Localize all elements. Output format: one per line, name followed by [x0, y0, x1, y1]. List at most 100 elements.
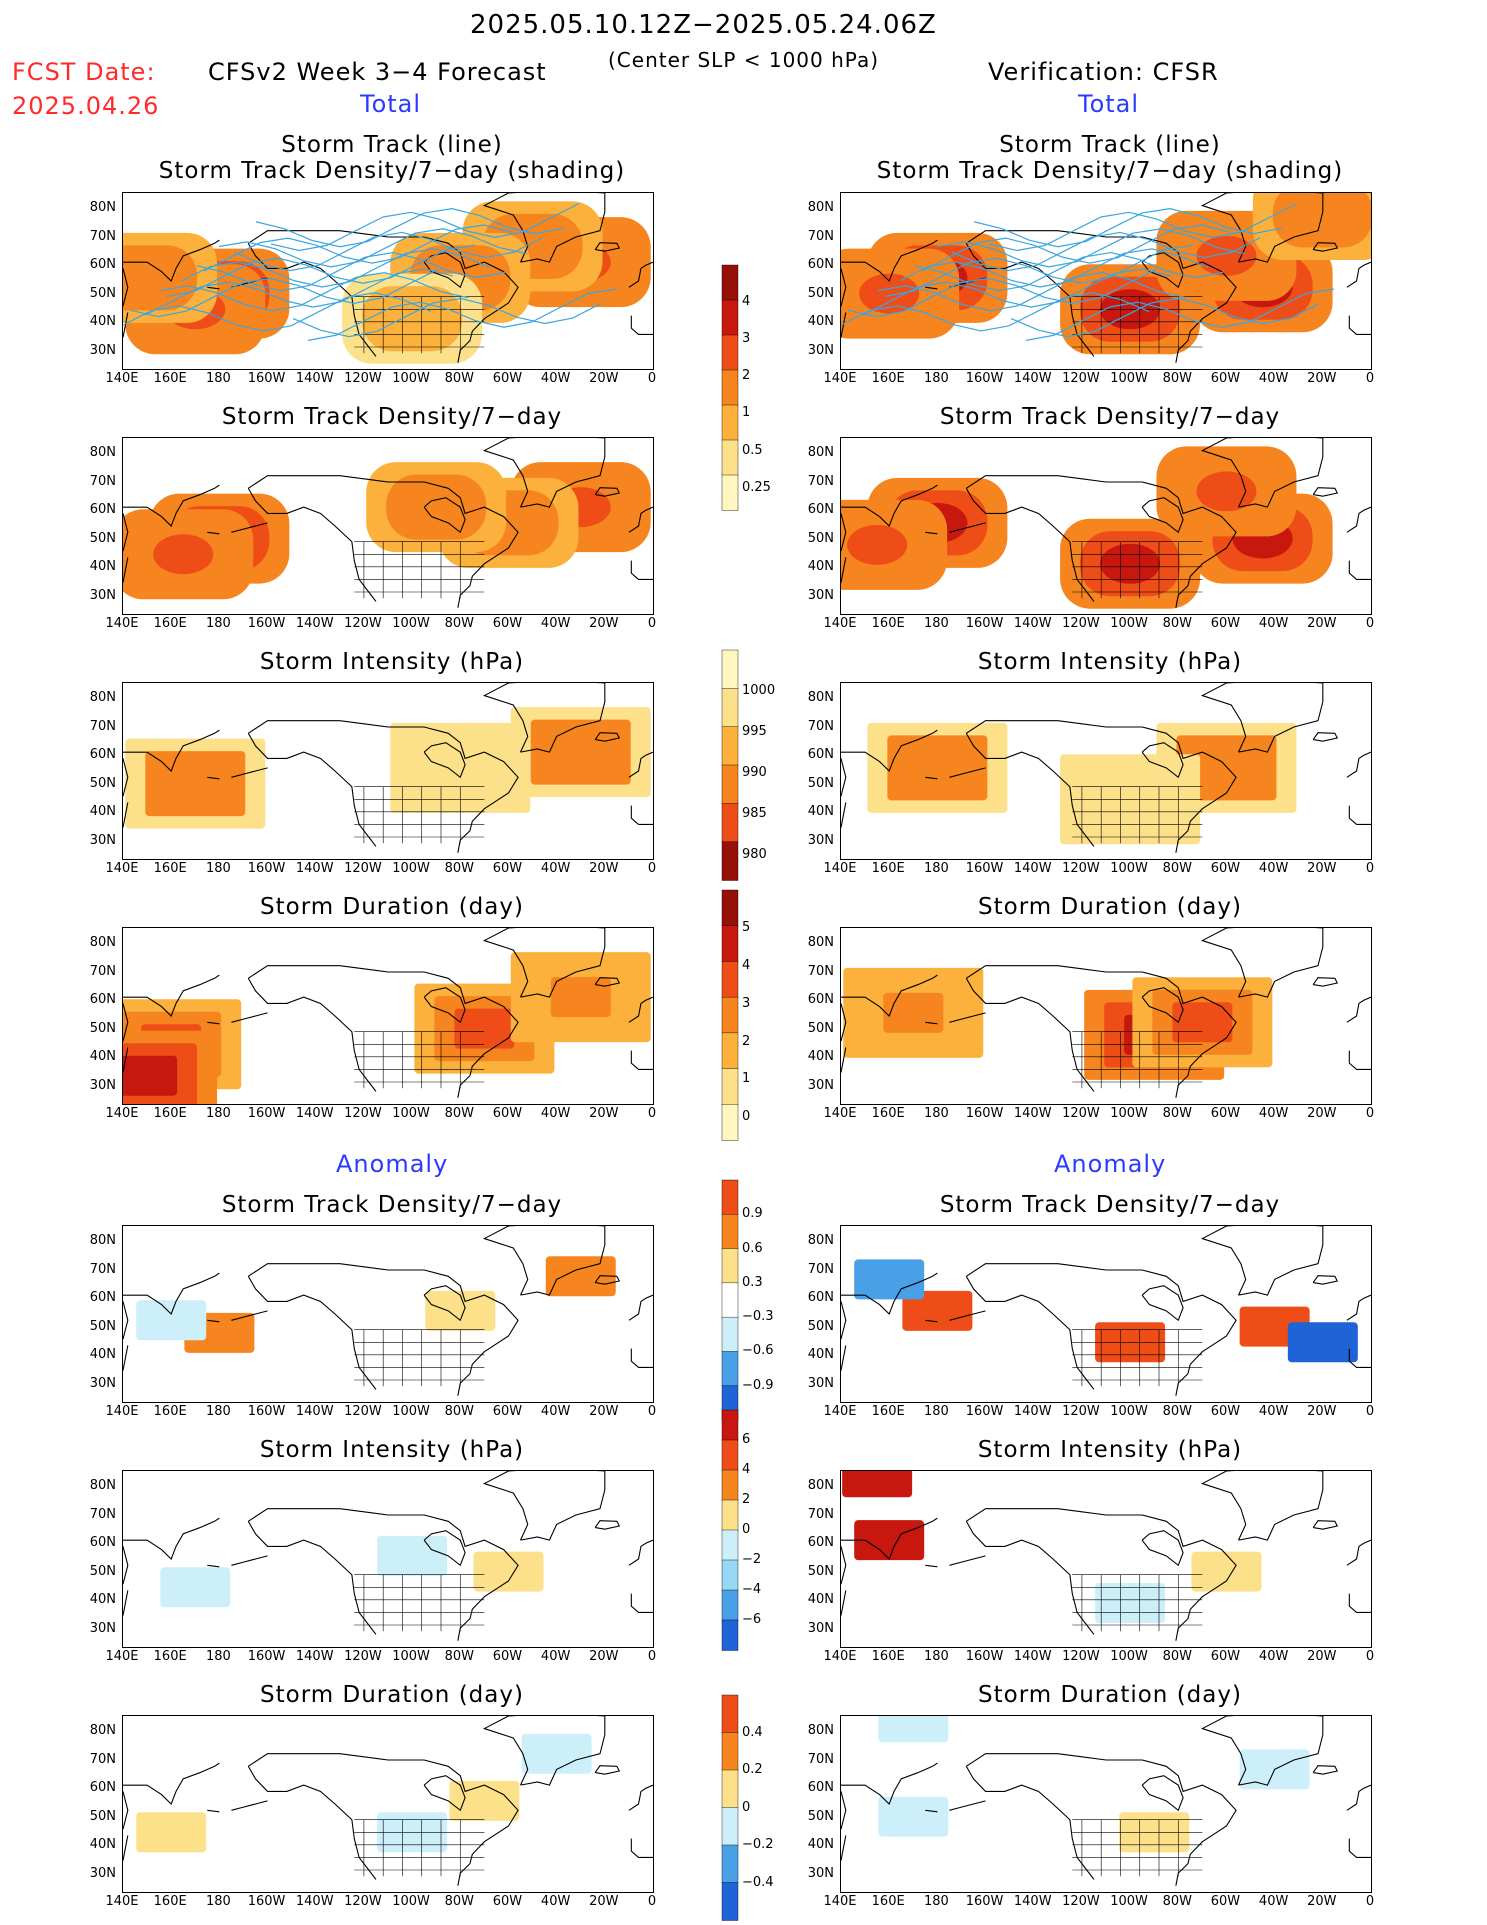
coastline	[965, 1276, 1095, 1390]
coastline	[841, 802, 847, 828]
colorbar-label: 995	[742, 724, 767, 740]
lon-tick-label: 60W	[1210, 861, 1241, 876]
coastline	[841, 268, 847, 307]
data-cell	[473, 1551, 544, 1592]
map-panel-5-left	[122, 1470, 654, 1648]
lon-tick-label: 100W	[1110, 1649, 1148, 1664]
coastline	[247, 1276, 377, 1390]
lon-tick-label: 0	[1365, 616, 1375, 631]
colorbar-swatch	[721, 1439, 739, 1471]
colorbar-label: −0.2	[742, 1837, 774, 1852]
lat-tick-label: 80N	[807, 445, 834, 460]
coastline	[247, 965, 519, 1098]
coastline	[925, 1021, 938, 1025]
colorbar-label: 980	[742, 847, 767, 863]
coastline	[965, 1263, 1237, 1396]
storm-track-line	[129, 268, 439, 318]
title-track-shading-left: Storm Track Density/7−day (shading)	[158, 158, 626, 184]
storm-track-line	[292, 297, 602, 338]
coastline	[1348, 1050, 1371, 1070]
coastline	[1312, 242, 1339, 252]
lon-tick-label: 120W	[1062, 1106, 1100, 1121]
lon-tick-label: 20W	[589, 371, 619, 386]
lon-tick-label: 180	[205, 1106, 231, 1121]
lat-tick-label: 60N	[807, 747, 834, 762]
lon-tick-label: 100W	[392, 1404, 430, 1419]
colorbar-label: −0.6	[742, 1343, 774, 1359]
lon-tick-label: 0	[647, 1404, 657, 1419]
colorbar-swatch	[721, 1282, 739, 1318]
lon-tick-label: 140E	[823, 1894, 857, 1909]
colorbar-swatch	[721, 1104, 739, 1141]
data-cell	[1191, 1551, 1262, 1592]
colorbar-swatch	[721, 1248, 739, 1284]
lat-tick-label: 40N	[807, 804, 834, 819]
coastline	[1200, 928, 1324, 998]
lon-tick-label: 120W	[1062, 1649, 1100, 1664]
lat-tick-label: 50N	[807, 1318, 834, 1334]
map-svg	[841, 438, 1371, 609]
lat-tick-label: 40N	[89, 1592, 116, 1607]
colorbar-label: 990	[742, 765, 767, 781]
title-duration-right: Storm Duration (day)	[978, 894, 1242, 920]
lon-tick-label: 120W	[1062, 1894, 1100, 1909]
data-cell	[123, 257, 178, 298]
coastline	[965, 1521, 1095, 1635]
colorbar-swatch	[721, 1179, 739, 1215]
storm-track-line	[255, 208, 565, 248]
lat-tick-label: 30N	[89, 1375, 116, 1391]
lon-tick-label: 160E	[871, 1404, 905, 1419]
colorbar-swatch	[721, 474, 739, 511]
coastline	[925, 531, 938, 535]
coastline	[247, 978, 377, 1092]
coastline	[1141, 1530, 1184, 1567]
lat-tick-label: 80N	[89, 1478, 116, 1493]
lat-tick-label: 80N	[807, 1233, 834, 1248]
lon-tick-label: 0	[1365, 1404, 1375, 1419]
colorbar	[721, 1409, 739, 1654]
coastline	[231, 522, 268, 533]
coastline	[1346, 751, 1371, 778]
lon-tick-label: 180	[923, 861, 949, 876]
coastline	[207, 1564, 220, 1568]
coastline	[965, 1753, 1237, 1886]
lat-tick-label: 80N	[89, 690, 116, 705]
lon-tick-label: 160E	[153, 1894, 187, 1909]
lon-tick-label: 80W	[1162, 371, 1192, 386]
lon-tick-label: 40W	[1258, 1894, 1289, 1909]
data-cell	[859, 273, 920, 314]
coastline	[841, 557, 847, 583]
title-intensity-anom-left: Storm Intensity (hPa)	[259, 1437, 525, 1463]
coastline	[628, 1784, 653, 1811]
coastline	[630, 315, 653, 335]
colorbar-swatch	[721, 1469, 739, 1501]
data-cell	[842, 1471, 913, 1498]
lat-tick-label: 50N	[89, 1020, 116, 1036]
lon-tick-label: 140E	[105, 1404, 139, 1419]
coastline	[207, 1021, 220, 1025]
lon-tick-label: 40W	[1258, 371, 1289, 386]
data-cell	[136, 1812, 207, 1853]
coastline	[841, 1791, 847, 1830]
lon-tick-label: 140E	[823, 1404, 857, 1419]
coastline	[1346, 261, 1371, 288]
coastline	[231, 1310, 268, 1321]
verification-label: Verification: CFSR	[988, 58, 1219, 86]
lon-tick-label: 40W	[1258, 861, 1289, 876]
storm-track-line	[166, 244, 476, 298]
colorbar-swatch	[721, 1559, 739, 1591]
data-cell	[847, 524, 908, 565]
lon-tick-label: 180	[205, 1404, 231, 1419]
coastline	[841, 974, 938, 1017]
coastline	[630, 1593, 653, 1613]
storm-track-line	[841, 292, 1150, 332]
lon-tick-label: 20W	[589, 861, 619, 876]
lon-tick-label: 20W	[589, 1894, 619, 1909]
coastline	[423, 1285, 466, 1322]
lat-tick-label: 50N	[807, 1808, 834, 1824]
lon-tick-label: 80W	[444, 861, 474, 876]
lat-tick-label: 40N	[89, 559, 116, 574]
title-track-line-left: Storm Track (line)	[281, 132, 503, 158]
coastline	[841, 1047, 847, 1073]
coastline	[965, 720, 1237, 853]
